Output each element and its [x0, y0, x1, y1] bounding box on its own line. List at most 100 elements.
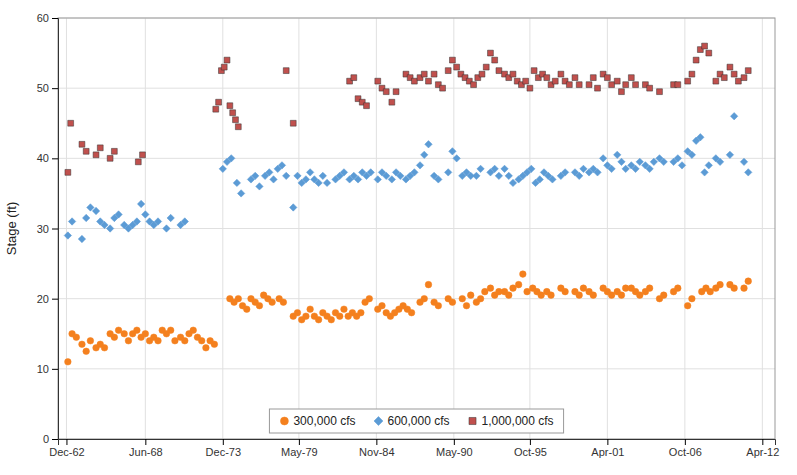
- tick-mark: [66, 439, 67, 445]
- point: [576, 172, 583, 179]
- tick-mark: [52, 439, 58, 440]
- point: [618, 158, 625, 165]
- point: [586, 82, 592, 88]
- point: [408, 309, 415, 316]
- point: [477, 295, 484, 302]
- point: [492, 57, 498, 63]
- point: [445, 169, 452, 176]
- point: [68, 218, 75, 225]
- point: [135, 159, 141, 165]
- tick: 10: [37, 363, 58, 375]
- point: [198, 337, 205, 344]
- series: [65, 43, 751, 175]
- point: [315, 316, 322, 323]
- tick: Oct-06: [669, 439, 702, 458]
- point: [689, 295, 696, 302]
- point: [421, 151, 428, 158]
- point: [87, 337, 94, 344]
- grid-line: [222, 18, 223, 439]
- plot-frame: [58, 18, 775, 439]
- point: [449, 299, 456, 306]
- tick: 0: [43, 433, 58, 445]
- point: [163, 225, 170, 232]
- point: [336, 313, 343, 320]
- tick: 60: [37, 12, 58, 24]
- point: [544, 75, 550, 81]
- legend-symbol: [469, 417, 476, 424]
- tick: May-79: [281, 439, 318, 458]
- point: [685, 78, 691, 84]
- point: [243, 306, 250, 313]
- point: [181, 337, 188, 344]
- grid-line: [145, 18, 146, 439]
- point: [101, 344, 108, 351]
- point: [701, 169, 708, 176]
- tick-mark: [52, 18, 58, 19]
- point: [705, 162, 712, 169]
- point: [463, 302, 470, 309]
- point: [389, 99, 395, 105]
- point: [278, 162, 285, 169]
- tick-label: 30: [37, 223, 49, 235]
- point: [294, 309, 301, 316]
- point: [660, 158, 667, 165]
- tick: Apr-01: [591, 439, 624, 458]
- point: [604, 75, 610, 81]
- point: [495, 172, 502, 179]
- point: [111, 148, 117, 154]
- point: [467, 292, 474, 299]
- point: [83, 348, 90, 355]
- point: [142, 211, 149, 218]
- point: [425, 141, 432, 148]
- point: [674, 155, 681, 162]
- point: [614, 151, 621, 158]
- point: [730, 113, 737, 120]
- point: [608, 165, 615, 172]
- point: [576, 292, 583, 299]
- point: [702, 43, 708, 49]
- point: [678, 162, 685, 169]
- point: [224, 57, 230, 63]
- point: [411, 78, 417, 84]
- point: [599, 155, 606, 162]
- point: [483, 64, 489, 70]
- tick-mark: [223, 439, 224, 445]
- point: [660, 292, 667, 299]
- point: [531, 68, 537, 74]
- point: [366, 295, 373, 302]
- point: [505, 172, 512, 179]
- point: [65, 169, 71, 175]
- point: [453, 155, 460, 162]
- point: [283, 68, 289, 74]
- point: [594, 169, 601, 176]
- grid-line: [529, 18, 530, 439]
- point: [595, 85, 601, 91]
- tick-label: 50: [37, 82, 49, 94]
- point: [93, 152, 99, 158]
- point: [716, 158, 723, 165]
- plot: Dec-62Jun-68Dec-73May-79Nov-84May-90Oct-…: [37, 12, 780, 458]
- tick: Oct-95: [514, 439, 547, 458]
- point: [294, 172, 301, 179]
- point: [115, 211, 122, 218]
- point: [319, 172, 326, 179]
- point: [134, 327, 141, 334]
- point: [657, 89, 663, 95]
- point: [491, 165, 498, 172]
- point: [181, 218, 188, 225]
- point: [549, 176, 556, 183]
- point: [270, 176, 277, 183]
- point: [340, 169, 347, 176]
- point: [307, 306, 314, 313]
- tick-label: Dec-62: [49, 446, 84, 458]
- point: [684, 302, 691, 309]
- point: [689, 71, 695, 77]
- point: [646, 285, 653, 292]
- point: [155, 337, 162, 344]
- tick: Nov-84: [359, 439, 394, 458]
- axis-line: [52, 19, 59, 440]
- tick-label: 40: [37, 152, 49, 164]
- point: [523, 78, 529, 84]
- point: [713, 78, 719, 84]
- tick-mark: [52, 369, 58, 370]
